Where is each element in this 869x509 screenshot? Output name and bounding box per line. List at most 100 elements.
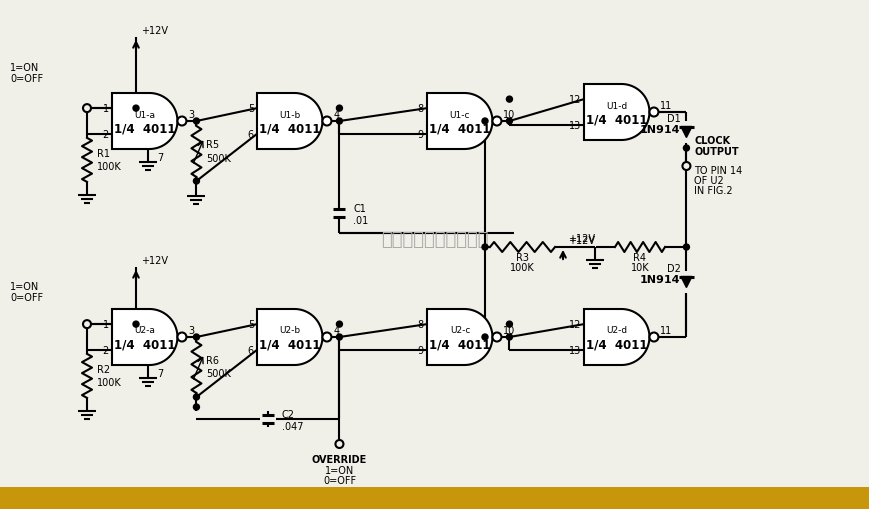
Text: .047: .047 <box>282 421 303 431</box>
Text: U2-a: U2-a <box>135 326 156 335</box>
Text: +12V: +12V <box>141 256 168 266</box>
Text: 13: 13 <box>568 121 580 131</box>
Text: jiexiantu: jiexiantu <box>18 493 66 503</box>
Text: 1/4  4011: 1/4 4011 <box>586 114 647 126</box>
Text: 7: 7 <box>156 153 163 163</box>
Text: 5: 5 <box>248 320 254 329</box>
PathPatch shape <box>427 309 492 365</box>
Text: 13: 13 <box>568 345 580 355</box>
Circle shape <box>506 322 512 327</box>
Text: 100K: 100K <box>96 377 122 387</box>
Circle shape <box>481 334 488 341</box>
Text: 杭州将睿科技有限公司: 杭州将睿科技有限公司 <box>381 231 488 248</box>
Circle shape <box>481 244 488 250</box>
Circle shape <box>322 117 331 126</box>
Text: 3: 3 <box>189 325 195 335</box>
PathPatch shape <box>112 309 177 365</box>
Text: D1: D1 <box>666 114 680 124</box>
Text: 12: 12 <box>568 95 580 105</box>
Circle shape <box>83 105 91 113</box>
Text: 10: 10 <box>503 325 515 335</box>
Circle shape <box>648 333 658 342</box>
Text: U1-d: U1-d <box>606 101 627 110</box>
Text: U1-b: U1-b <box>279 110 301 119</box>
Text: 10K: 10K <box>630 263 648 272</box>
Circle shape <box>336 119 342 125</box>
Text: 2: 2 <box>103 130 109 139</box>
Text: 1N914: 1N914 <box>640 125 680 135</box>
Text: 2: 2 <box>103 345 109 355</box>
Circle shape <box>193 119 199 125</box>
Text: 5: 5 <box>248 104 254 114</box>
Circle shape <box>481 119 488 125</box>
Text: 1/4  4011: 1/4 4011 <box>114 122 176 135</box>
Circle shape <box>193 334 199 341</box>
Text: 1=ON: 1=ON <box>10 281 39 292</box>
Text: 1/4  4011: 1/4 4011 <box>586 338 647 351</box>
Text: C2: C2 <box>282 409 295 419</box>
Text: 8: 8 <box>417 104 423 114</box>
Circle shape <box>336 334 342 341</box>
Circle shape <box>322 333 331 342</box>
Text: OUTPUT: OUTPUT <box>693 147 739 157</box>
Text: OF U2: OF U2 <box>693 176 723 186</box>
PathPatch shape <box>112 94 177 150</box>
Text: 4: 4 <box>333 325 339 335</box>
Circle shape <box>335 440 343 448</box>
Text: 0=OFF: 0=OFF <box>10 293 43 302</box>
Text: 1=ON: 1=ON <box>324 465 354 475</box>
Circle shape <box>133 106 139 112</box>
Circle shape <box>492 117 501 126</box>
Text: R3: R3 <box>515 252 528 263</box>
Circle shape <box>681 163 690 171</box>
Text: 0=OFF: 0=OFF <box>322 475 355 485</box>
Text: 1/4  4011: 1/4 4011 <box>428 338 490 351</box>
Text: .01: .01 <box>353 216 368 225</box>
Circle shape <box>177 117 186 126</box>
PathPatch shape <box>256 94 322 150</box>
Circle shape <box>193 179 199 185</box>
Circle shape <box>648 108 658 117</box>
Text: 11: 11 <box>660 325 672 335</box>
Text: 500K: 500K <box>206 153 231 163</box>
Text: 3: 3 <box>189 110 195 120</box>
Polygon shape <box>680 127 691 138</box>
Text: R1: R1 <box>96 149 109 159</box>
Text: 接线图.COM: 接线图.COM <box>792 492 851 504</box>
PathPatch shape <box>583 309 648 365</box>
Text: 1N914: 1N914 <box>640 274 680 285</box>
Polygon shape <box>680 277 691 288</box>
Text: 1/4  4011: 1/4 4011 <box>114 338 176 351</box>
Circle shape <box>506 334 512 341</box>
Text: 1: 1 <box>103 320 109 329</box>
Text: 10: 10 <box>503 110 515 120</box>
Text: U1-a: U1-a <box>135 110 156 119</box>
Text: CLOCK: CLOCK <box>693 136 730 146</box>
Text: 1/4  4011: 1/4 4011 <box>428 122 490 135</box>
Text: 500K: 500K <box>206 369 231 379</box>
Text: +12V: +12V <box>567 236 594 245</box>
Text: U1-c: U1-c <box>449 110 470 119</box>
Bar <box>0 487 869 509</box>
Text: 0=OFF: 0=OFF <box>10 74 43 84</box>
Circle shape <box>83 321 91 328</box>
Text: U2-d: U2-d <box>606 326 627 335</box>
Circle shape <box>506 119 512 125</box>
Circle shape <box>193 404 199 410</box>
PathPatch shape <box>256 309 322 365</box>
Text: 7: 7 <box>156 369 163 378</box>
Circle shape <box>683 244 688 250</box>
Circle shape <box>133 322 139 327</box>
Text: 100K: 100K <box>509 263 534 272</box>
Text: R5: R5 <box>206 140 219 150</box>
Text: 4: 4 <box>333 110 339 120</box>
Circle shape <box>683 146 688 152</box>
Text: 9: 9 <box>417 345 423 355</box>
Text: OVERRIDE: OVERRIDE <box>311 454 367 464</box>
Text: 1/4  4011: 1/4 4011 <box>259 338 321 351</box>
Text: 11: 11 <box>660 101 672 111</box>
Text: 6: 6 <box>248 345 254 355</box>
Circle shape <box>193 394 199 400</box>
Text: +12V: +12V <box>141 26 168 36</box>
PathPatch shape <box>427 94 492 150</box>
